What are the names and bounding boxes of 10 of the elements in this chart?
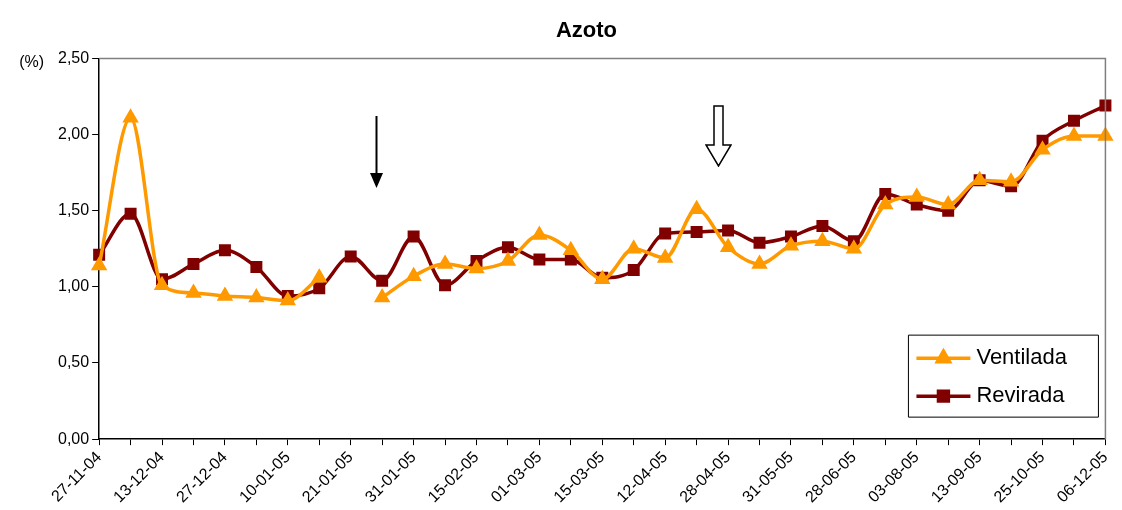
y-tick-label: 0,50	[58, 353, 90, 371]
y-tick-label: 2,00	[58, 124, 90, 142]
y-tick-label: 2,50	[58, 48, 90, 66]
y-axis-title: (%)	[19, 52, 45, 70]
chart-title: Azoto	[555, 17, 618, 43]
y-tick-label: 1,00	[58, 277, 90, 295]
legend-label: Revirada	[976, 382, 1066, 408]
legend-label: Ventilada	[976, 344, 1068, 370]
y-tick-label: 0,00	[58, 429, 90, 447]
y-tick-label: 1,50	[58, 201, 90, 219]
